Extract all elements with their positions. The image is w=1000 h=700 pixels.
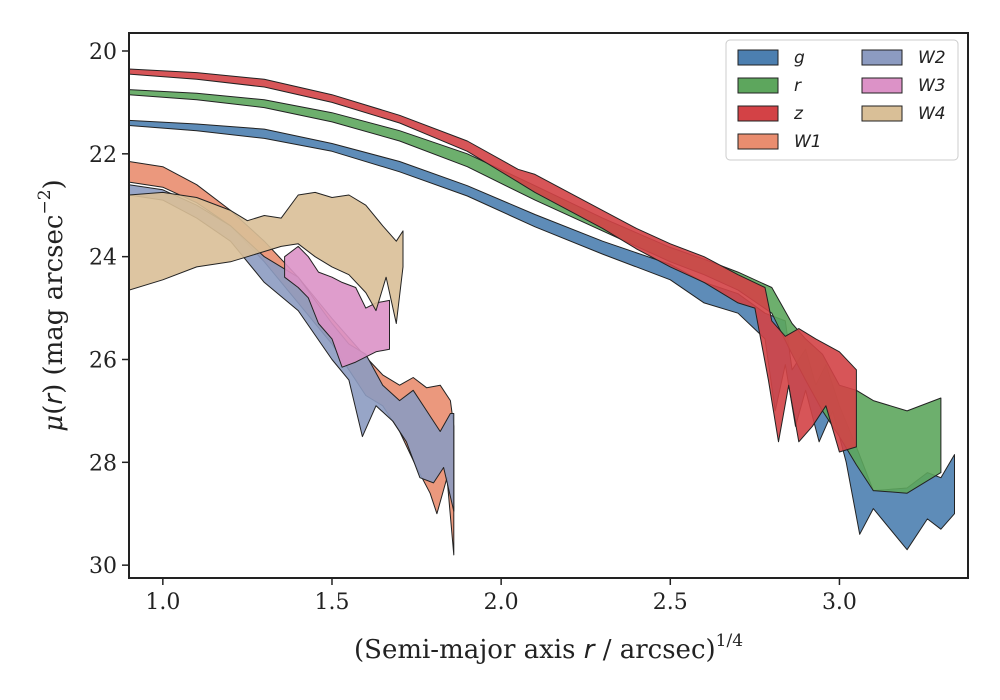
- x-tick-label: 2.0: [484, 590, 519, 615]
- legend-swatch-r: [737, 77, 779, 94]
- ticks-layer: 1.0 1.5 2.0 2.5 3.0 20 22 24 26 28 30: [89, 40, 857, 615]
- x-tick-label: 3.0: [822, 590, 857, 615]
- y-tick-label: 22: [89, 143, 117, 168]
- y-tick-label: 28: [89, 451, 117, 476]
- plot-frame: [128, 32, 969, 579]
- legend-swatch-g: [737, 49, 779, 66]
- x-tick-label: 1.0: [145, 590, 180, 615]
- band-z: [129, 68, 857, 453]
- y-tick-label: 20: [89, 40, 117, 65]
- y-tick-label: 24: [89, 246, 117, 271]
- legend-swatch-w4: [861, 105, 903, 122]
- legend-label-w2: W2: [918, 48, 946, 68]
- legend-label-z: z: [793, 104, 804, 124]
- legend-label-w1: W1: [794, 132, 822, 152]
- legend-swatch-z: [737, 105, 779, 122]
- band-w3: [284, 245, 390, 368]
- legend-swatch-w3: [861, 77, 903, 94]
- legend-swatch-w2: [861, 49, 903, 66]
- x-tick-label: 1.5: [314, 590, 349, 615]
- legend-label-r: r: [794, 76, 802, 96]
- x-tick-label: 2.5: [653, 590, 688, 615]
- x-axis-label: (Semi-major axis r / arcsec)1/4: [354, 631, 743, 665]
- band-w4: [129, 191, 404, 324]
- legend-label-w3: W3: [918, 76, 946, 96]
- legend-box: [725, 39, 959, 161]
- legend-swatch-w1: [737, 133, 779, 150]
- y-axis-label: μ(r) (mag arcsec−2): [35, 179, 69, 431]
- legend-label-w4: W4: [918, 104, 946, 124]
- legend-label-g: g: [794, 48, 805, 68]
- y-tick-label: 30: [89, 554, 117, 579]
- y-tick-label: 26: [89, 348, 117, 373]
- legend: grz W1 W2 W3 W4: [725, 39, 959, 161]
- series-layer: [129, 68, 955, 556]
